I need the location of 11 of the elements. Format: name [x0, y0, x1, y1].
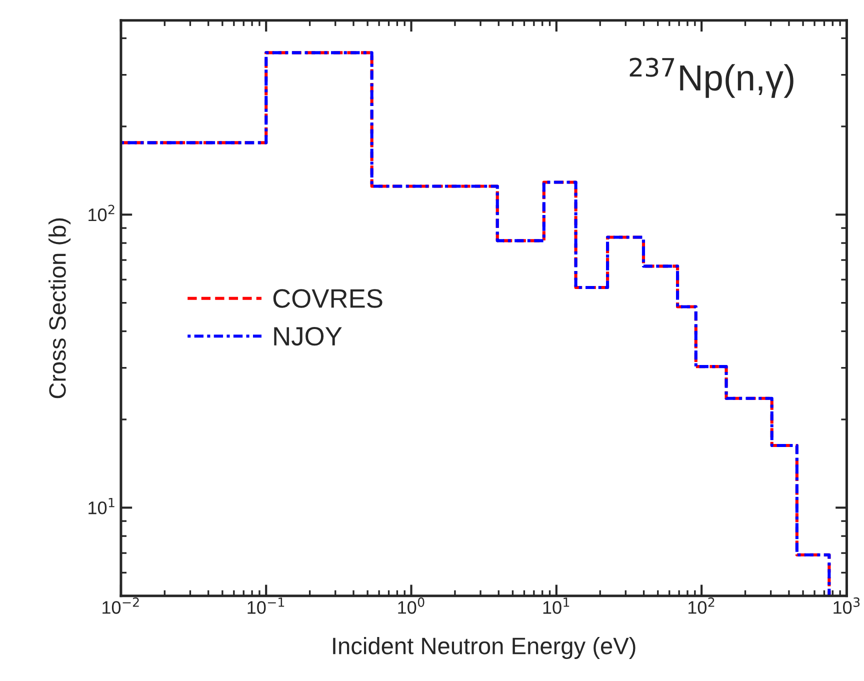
x-tick-label: 10$^{0}$ — [398, 597, 424, 614]
annotation: $^{237}$Np(n,γ) — [630, 58, 794, 98]
x-tick-label: 10$^{1}$ — [543, 598, 570, 614]
x-tick-label: 10$^{−1}$ — [248, 598, 284, 614]
legend-label: COVRES — [273, 289, 382, 308]
x-tick-label: 10$^{2}$ — [688, 597, 714, 614]
x-tick-label: 10$^{3}$ — [834, 597, 860, 614]
x-axis-title: Incident Neutron Energy (eV) — [333, 637, 636, 660]
x-tick-label: 10$^{−2}$ — [102, 597, 139, 614]
legend-label: NJOY — [274, 326, 342, 346]
y-axis-title: Cross Section (b) — [48, 218, 71, 398]
